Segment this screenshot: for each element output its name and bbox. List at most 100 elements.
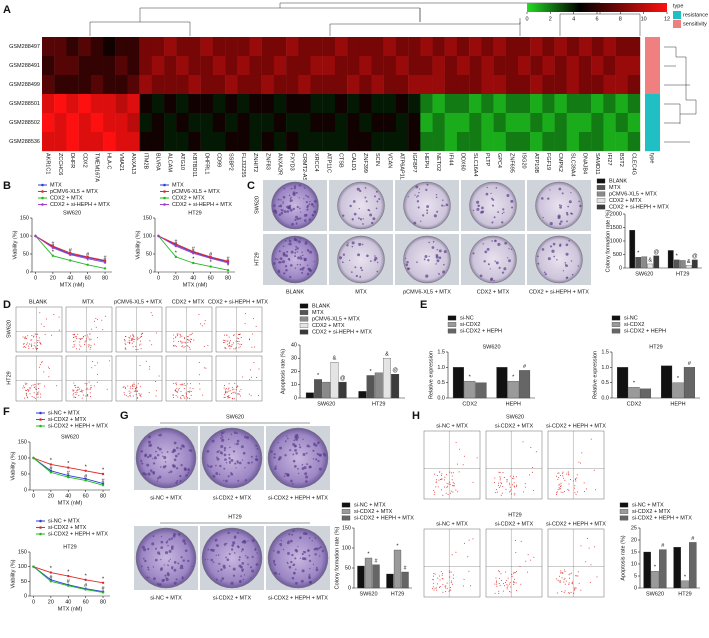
colony [169, 470, 173, 473]
colony [443, 250, 447, 254]
colony [207, 558, 209, 560]
event-dot [449, 576, 451, 578]
y-tick-label: 0 [24, 593, 27, 599]
event-dot [567, 488, 569, 490]
event-dot [75, 387, 77, 389]
event-dot [511, 493, 513, 495]
series-marker [84, 469, 87, 472]
colony [277, 258, 279, 261]
event-dot [576, 474, 578, 476]
colony [141, 462, 144, 465]
event-dot [139, 386, 141, 388]
significance-mark: # [84, 583, 88, 589]
event-dot [86, 382, 88, 384]
column-label: ISG20 [521, 153, 527, 169]
bar [681, 580, 689, 589]
colony [292, 529, 295, 532]
series-marker [226, 261, 230, 265]
colony [179, 475, 182, 477]
event-dot [29, 387, 31, 389]
event-dot [189, 390, 191, 392]
legend-marker [39, 532, 42, 536]
colony [537, 255, 539, 258]
event-dot [200, 323, 202, 325]
colony [472, 252, 475, 255]
colony [278, 573, 281, 575]
colony [272, 549, 275, 552]
heatmap-cell [505, 56, 519, 76]
colony [319, 453, 323, 457]
colony [497, 211, 500, 213]
heatmap-cell [42, 132, 55, 152]
colony [308, 554, 311, 557]
event-dot [140, 393, 142, 395]
event-dot [463, 455, 465, 457]
heatmap-cell [554, 37, 567, 57]
event-dot [36, 336, 38, 338]
event-dot [586, 488, 588, 490]
bar [519, 370, 531, 399]
heatmap-cell [115, 94, 128, 114]
colony [314, 443, 318, 447]
legend-label: CDX2 + si-HEPH + MTX [312, 329, 372, 335]
event-dot [124, 394, 126, 396]
colony [292, 459, 296, 463]
event-dot [572, 581, 574, 583]
colony [245, 555, 247, 557]
event-dot [227, 397, 229, 399]
heatmap-cell [127, 113, 140, 133]
event-dot [500, 573, 502, 575]
bar [364, 557, 373, 589]
colony [155, 450, 157, 453]
event-dot [130, 391, 132, 393]
bar [672, 382, 684, 399]
heatmap-cell [542, 113, 555, 133]
colony [553, 255, 556, 258]
event-dot [130, 335, 132, 337]
event-dot [155, 390, 157, 392]
event-dot [53, 313, 55, 315]
colony [274, 467, 277, 470]
event-dot [504, 582, 506, 584]
colony [251, 569, 255, 573]
column-label: ATP10B [533, 153, 539, 173]
colony [549, 245, 553, 248]
column-label: CTSB [338, 153, 344, 168]
heatmap-cell [578, 75, 592, 95]
colony [220, 437, 222, 440]
event-dot [136, 336, 138, 338]
event-dot [472, 538, 474, 540]
heatmap-cell [273, 37, 287, 57]
heatmap-cell [334, 113, 348, 133]
event-dot [525, 560, 527, 562]
event-dot [79, 344, 81, 346]
event-dot [224, 339, 226, 341]
colony [547, 257, 551, 261]
y-tick-label: 2000 [610, 211, 622, 217]
column-label: GPC4 [496, 153, 502, 168]
x-tick-label: HT29 [678, 591, 691, 597]
legend-marker [39, 424, 42, 428]
x-tick-label: 60 [83, 599, 89, 605]
event-dot [443, 479, 445, 481]
colony [273, 204, 276, 207]
heatmap-cell [90, 113, 104, 133]
colony [295, 245, 297, 248]
y-axis-label: Viability (%) [135, 230, 141, 259]
heatmap-cell [505, 37, 519, 57]
event-dot [131, 339, 133, 341]
bar [358, 391, 367, 399]
colony [273, 561, 275, 564]
legend-label: si-CDX2 [624, 322, 644, 328]
colony [288, 242, 292, 246]
event-dot [38, 387, 40, 389]
row-title: SW620 [506, 414, 524, 420]
colony [358, 207, 360, 210]
event-dot [495, 492, 497, 494]
event-dot [32, 384, 34, 386]
culture-plate [403, 235, 451, 284]
x-tick-label: HT29 [391, 591, 404, 597]
colony [436, 259, 440, 263]
legend-marker [41, 203, 44, 206]
legend-label: si-CDX2 + HEPH + MTX [48, 531, 108, 537]
